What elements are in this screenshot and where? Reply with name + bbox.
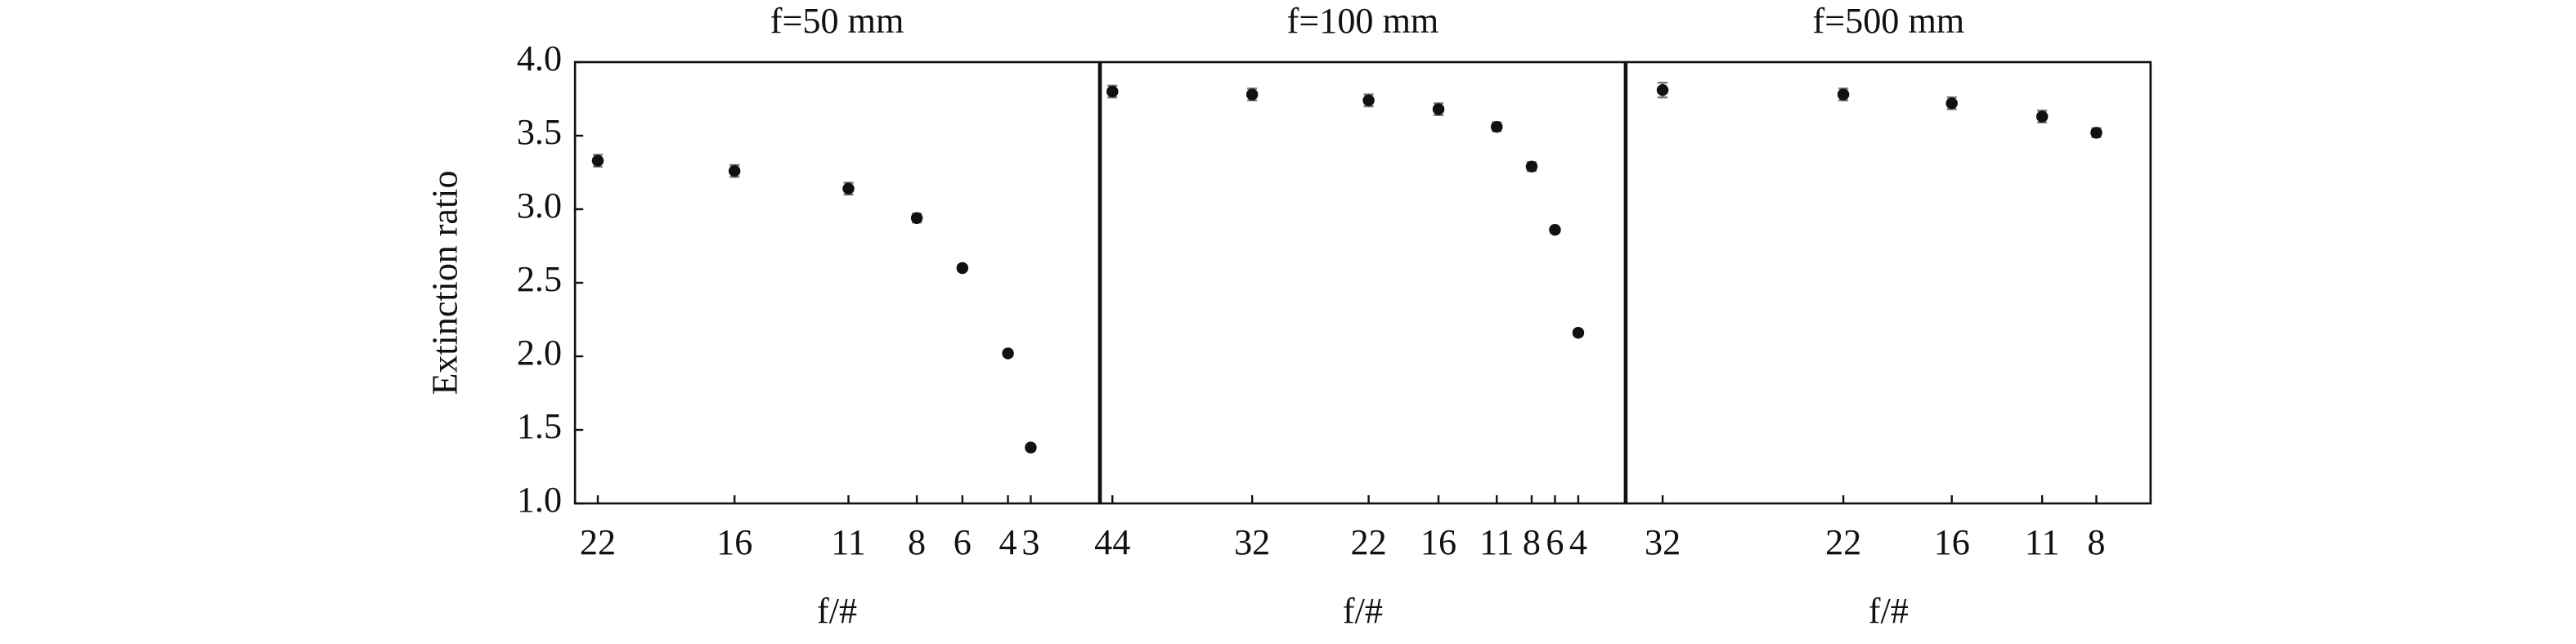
x-tick-label: 16 <box>1934 522 1970 562</box>
panel-title: f=500 mm <box>1813 1 1965 41</box>
x-tick-label: 22 <box>1350 522 1386 562</box>
x-tick-label: 11 <box>1479 522 1515 562</box>
x-tick-label: 8 <box>1523 522 1541 562</box>
data-point <box>1572 327 1585 339</box>
x-tick-label: 11 <box>2025 522 2060 562</box>
x-tick-label: 44 <box>1094 522 1130 562</box>
data-point <box>1025 441 1037 454</box>
x-tick-label: 16 <box>716 522 752 562</box>
data-point <box>1002 347 1014 360</box>
data-point <box>842 182 855 195</box>
data-point <box>1362 94 1375 106</box>
x-tick-label: 11 <box>831 522 866 562</box>
x-tick-label: 32 <box>1234 522 1270 562</box>
data-point <box>2035 110 2049 123</box>
x-tick-label: 4 <box>1569 522 1587 562</box>
data-point <box>956 262 969 275</box>
x-tick-label: 32 <box>1645 522 1681 562</box>
x-axis-label: f/# <box>1343 591 1383 631</box>
data-point <box>1245 88 1259 101</box>
data-point <box>1656 84 1669 96</box>
data-point <box>1549 224 1561 236</box>
data-point <box>1525 160 1538 172</box>
x-tick-label: 6 <box>1546 522 1564 562</box>
x-tick-label: 22 <box>1825 522 1861 562</box>
panel-frame <box>1625 60 2152 505</box>
x-axis-label: f/# <box>817 591 857 631</box>
data-point <box>1432 103 1445 115</box>
panel-frame <box>1099 60 1627 505</box>
x-tick-label: 3 <box>1021 522 1039 562</box>
panel-title: f=100 mm <box>1287 1 1439 41</box>
panel-title: f=50 mm <box>770 1 904 41</box>
x-tick-label: 6 <box>954 522 972 562</box>
x-tick-label: 8 <box>908 522 926 562</box>
x-tick-label: 8 <box>2087 522 2105 562</box>
plot-area: f=50 mmf/#22 16 11 8 6 4 31.01.52.02.53.03.54.… <box>425 1 2152 631</box>
panel-frame <box>573 60 1101 505</box>
data-point <box>1491 121 1503 133</box>
y-tick-label: 3.0 <box>517 186 562 226</box>
y-tick-label: 2.5 <box>517 259 562 299</box>
x-tick-label: 4 <box>999 522 1017 562</box>
x-tick-label: 22 <box>580 522 616 562</box>
data-point <box>910 212 923 224</box>
y-tick-label: 1.5 <box>517 406 562 446</box>
data-point <box>728 165 741 177</box>
data-point <box>1945 97 1958 110</box>
y-tick-label: 1.0 <box>517 480 562 520</box>
data-point <box>1837 88 1850 101</box>
data-point <box>591 154 604 167</box>
data-point <box>1106 85 1119 98</box>
x-axis-label: f/# <box>1869 591 1909 631</box>
y-tick-label: 2.0 <box>517 333 562 373</box>
x-tick-label: 16 <box>1420 522 1456 562</box>
y-tick-label: 4.0 <box>517 38 562 78</box>
data-point <box>2090 127 2103 139</box>
y-tick-label: 3.5 <box>517 112 562 152</box>
y-axis-label: Extinction ratio <box>425 171 465 396</box>
